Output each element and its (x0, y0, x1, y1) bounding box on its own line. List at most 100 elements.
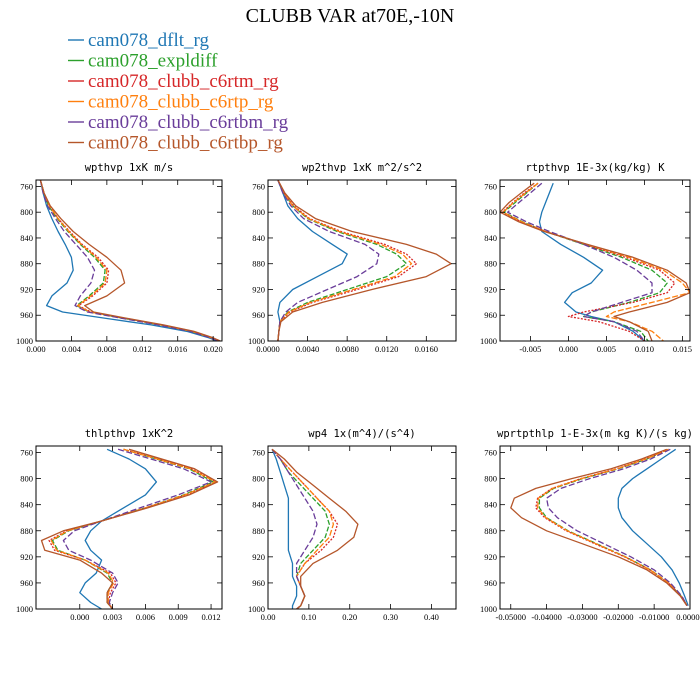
panel-title: wp4 1x(m^4)/(s^4) (308, 428, 415, 440)
series-line (39, 180, 218, 341)
series-line (502, 182, 690, 341)
legend-entry: cam078_clubb_c6rtp_rg (68, 92, 274, 113)
series-line (545, 448, 688, 607)
x-tick-label: 0.004 (62, 344, 82, 354)
plot-frame (499, 445, 691, 610)
x-tick-label: 0.0080 (335, 344, 358, 354)
y-tick-label: 800 (484, 207, 497, 217)
y-tick-label: 840 (252, 500, 265, 510)
y-tick-label: 960 (484, 310, 497, 320)
legend-label: cam078_clubb_c6rtbm_rg (88, 112, 289, 133)
series-line (277, 180, 452, 341)
x-tick-label: 0.016 (168, 344, 187, 354)
series-group (500, 182, 690, 341)
x-tick-label: -0.03000 (567, 612, 597, 622)
x-tick-label: -0.02000 (603, 612, 633, 622)
series-line (51, 448, 214, 609)
series-group (510, 448, 689, 607)
series-line (536, 448, 688, 607)
x-tick-label: 0.003 (103, 612, 122, 622)
series-line (538, 182, 645, 341)
series-line (39, 180, 220, 341)
y-tick-label: 920 (20, 552, 33, 562)
x-tick-label: -0.05000 (496, 612, 526, 622)
x-tick-label: 0.020 (204, 344, 223, 354)
x-tick-label: 0.012 (201, 612, 220, 622)
y-tick-label: 880 (252, 259, 265, 269)
panel-3: rtpthvp 1E-3x(kg/kg) K 760 800 840 880 920 960… (480, 162, 692, 354)
x-tick-label: 0.0160 (415, 344, 438, 354)
y-tick-label: 960 (484, 578, 497, 588)
x-tick-label: 0.0000 (256, 344, 279, 354)
y-tick-label: 920 (484, 284, 497, 294)
series-line (500, 182, 690, 341)
y-tick-label: 760 (20, 181, 33, 191)
series-line (39, 180, 221, 341)
x-tick-label: 0.005 (597, 344, 616, 354)
y-tick-label: 880 (484, 259, 497, 269)
panel-6: wprtpthlp 1-E-3x(m kg K)/(s kg)760 800 840… (480, 428, 700, 622)
y-tick-label: 920 (252, 284, 265, 294)
y-tick-label: 800 (252, 207, 265, 217)
legend-label: cam078_clubb_c6rtm_rg (88, 71, 279, 92)
x-tick-label: 0.40 (424, 612, 439, 622)
plot-frame (267, 179, 457, 342)
y-tick-label: 840 (20, 500, 33, 510)
y-tick-label: 1000 (480, 336, 497, 346)
x-tick-label: 0.0040 (296, 344, 319, 354)
x-tick-label: 0.0120 (375, 344, 398, 354)
series-line (39, 180, 221, 341)
series-group (277, 180, 452, 341)
series-line (39, 180, 220, 341)
x-tick-label: -0.01000 (639, 612, 669, 622)
series-line (277, 180, 348, 341)
x-tick-label: 0.006 (136, 612, 155, 622)
y-tick-label: 960 (252, 578, 265, 588)
x-tick-label: 0.00 (261, 612, 276, 622)
y-tick-label: 880 (252, 526, 265, 536)
y-tick-label: 1000 (248, 604, 265, 614)
legend-label: cam078_expldiff (88, 51, 218, 72)
x-tick-label: 0.008 (97, 344, 116, 354)
y-tick-label: 1000 (16, 336, 33, 346)
y-tick-label: 760 (252, 181, 265, 191)
legend-label: cam078_clubb_c6rtbp_rg (88, 133, 283, 154)
y-tick-label: 760 (484, 448, 497, 458)
series-line (617, 448, 689, 606)
y-tick-label: 920 (20, 284, 33, 294)
series-line (79, 448, 158, 609)
legend-entry: cam078_expldiff (68, 51, 218, 72)
x-tick-label: -0.005 (519, 344, 541, 354)
y-tick-label: 960 (252, 310, 265, 320)
y-tick-label: 840 (484, 233, 497, 243)
plot-frame (499, 179, 691, 342)
y-tick-label: 760 (20, 448, 33, 458)
x-tick-label: 0.20 (342, 612, 357, 622)
x-tick-label: 0.009 (169, 612, 188, 622)
panel-4: thlpthvp 1xK^2 760 800 840 880 920 960 1000 0.00… (16, 428, 223, 622)
x-tick-label: 0.000 (70, 612, 89, 622)
legend-entry: cam078_dflt_rg (68, 30, 210, 51)
y-tick-label: 1000 (16, 604, 33, 614)
plot-frame (35, 445, 223, 610)
series-line (277, 180, 413, 341)
x-tick-label: 0.015 (673, 344, 692, 354)
series-line (271, 448, 318, 609)
y-tick-label: 840 (252, 233, 265, 243)
series-line (501, 182, 676, 341)
y-tick-label: 840 (20, 233, 33, 243)
panel-1: wpthvp 1xK m/s76080084088092096010000.00… (16, 162, 223, 354)
series-group (271, 448, 359, 609)
x-tick-label: 0.010 (635, 344, 654, 354)
plot-frame (267, 445, 457, 610)
y-tick-label: 840 (484, 500, 497, 510)
legend-label: cam078_dflt_rg (88, 30, 210, 51)
y-tick-label: 1000 (248, 336, 265, 346)
series-line (50, 448, 217, 609)
series-group (40, 448, 219, 609)
series-line (277, 180, 408, 341)
panel-2: wp2thvp 1xK m^2/s^2 760 800 840 880 920 960 100… (248, 162, 457, 354)
y-tick-label: 920 (484, 552, 497, 562)
